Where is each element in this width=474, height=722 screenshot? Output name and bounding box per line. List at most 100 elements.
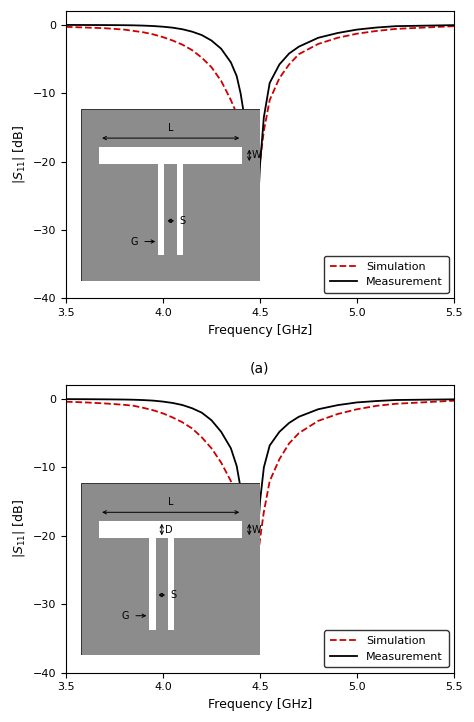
Simulation [451, 396, 457, 405]
Simulation [228, 96, 234, 105]
Simulation [393, 399, 399, 408]
Simulation [253, 567, 259, 575]
Simulation [189, 45, 195, 54]
Measurement [219, 44, 224, 53]
Measurement [246, 545, 251, 554]
Measurement [451, 395, 457, 404]
Measurement [286, 419, 292, 427]
Simulation [199, 53, 205, 62]
Measurement [180, 25, 185, 33]
Measurement [170, 399, 175, 407]
Measurement [247, 569, 253, 578]
Measurement [247, 171, 253, 180]
Simulation [267, 477, 273, 485]
Simulation [219, 458, 224, 467]
Simulation [238, 505, 244, 514]
Simulation [63, 22, 69, 31]
Simulation [209, 444, 214, 453]
Measurement [82, 395, 88, 404]
X-axis label: Frequency [GHz]: Frequency [GHz] [208, 323, 312, 336]
Measurement [253, 555, 259, 564]
Measurement [228, 444, 234, 453]
Measurement [354, 25, 360, 34]
Measurement [335, 401, 340, 409]
Measurement [121, 395, 127, 404]
Simulation [102, 24, 108, 32]
Measurement [335, 29, 340, 38]
Simulation [261, 126, 267, 135]
Measurement [374, 396, 379, 405]
Measurement [141, 21, 146, 30]
Measurement [82, 21, 88, 30]
Measurement [393, 396, 399, 404]
Measurement [131, 396, 137, 404]
Simulation [286, 439, 292, 448]
Measurement [189, 404, 195, 412]
Simulation [150, 30, 156, 39]
X-axis label: Frequency [GHz]: Frequency [GHz] [208, 698, 312, 711]
Legend: Simulation, Measurement: Simulation, Measurement [324, 630, 448, 667]
Simulation [131, 27, 137, 35]
Simulation [121, 401, 127, 409]
Line: Simulation: Simulation [66, 26, 454, 213]
Measurement [219, 427, 224, 436]
Simulation [219, 77, 224, 85]
Simulation [242, 521, 247, 530]
Measurement [131, 21, 137, 30]
Measurement [209, 36, 214, 45]
Measurement [255, 201, 261, 210]
Simulation [249, 191, 255, 200]
Y-axis label: $|S_{11}|$ [dB]: $|S_{11}|$ [dB] [11, 500, 27, 558]
Measurement [267, 79, 273, 87]
Measurement [180, 401, 185, 409]
Measurement [63, 395, 69, 404]
Measurement [267, 441, 273, 450]
Simulation [296, 429, 301, 438]
Simulation [234, 490, 239, 499]
Y-axis label: $|S_{11}|$ [dB]: $|S_{11}|$ [dB] [11, 125, 27, 184]
Simulation [335, 33, 340, 42]
Simulation [170, 413, 175, 422]
Measurement [246, 147, 251, 156]
Measurement [251, 232, 257, 241]
Measurement [150, 22, 156, 30]
Measurement [257, 161, 263, 170]
Measurement [251, 583, 257, 591]
Simulation [141, 404, 146, 412]
Simulation [246, 161, 251, 170]
Measurement [209, 416, 214, 425]
Simulation [286, 60, 292, 69]
Simulation [374, 27, 379, 35]
Simulation [315, 417, 321, 425]
Simulation [63, 397, 69, 406]
Measurement [354, 398, 360, 406]
Simulation [247, 552, 253, 561]
Simulation [180, 40, 185, 49]
Simulation [131, 401, 137, 410]
Measurement [252, 573, 258, 581]
Simulation [267, 96, 273, 105]
Measurement [296, 43, 301, 51]
Simulation [238, 123, 244, 131]
Simulation [247, 175, 253, 183]
Measurement [63, 21, 69, 30]
Simulation [251, 209, 257, 217]
Measurement [242, 113, 247, 121]
Simulation [335, 409, 340, 418]
Simulation [170, 36, 175, 45]
Simulation [189, 424, 195, 432]
Simulation [234, 110, 239, 118]
Measurement [150, 396, 156, 405]
Measurement [234, 71, 239, 80]
Simulation [246, 539, 251, 547]
Simulation [150, 406, 156, 414]
Measurement [121, 21, 127, 30]
Measurement [253, 236, 259, 245]
Measurement [102, 395, 108, 404]
Simulation [296, 50, 301, 58]
Text: (a): (a) [250, 362, 270, 375]
Measurement [315, 405, 321, 414]
Simulation [276, 74, 282, 82]
Measurement [393, 22, 399, 30]
Simulation [160, 32, 166, 41]
